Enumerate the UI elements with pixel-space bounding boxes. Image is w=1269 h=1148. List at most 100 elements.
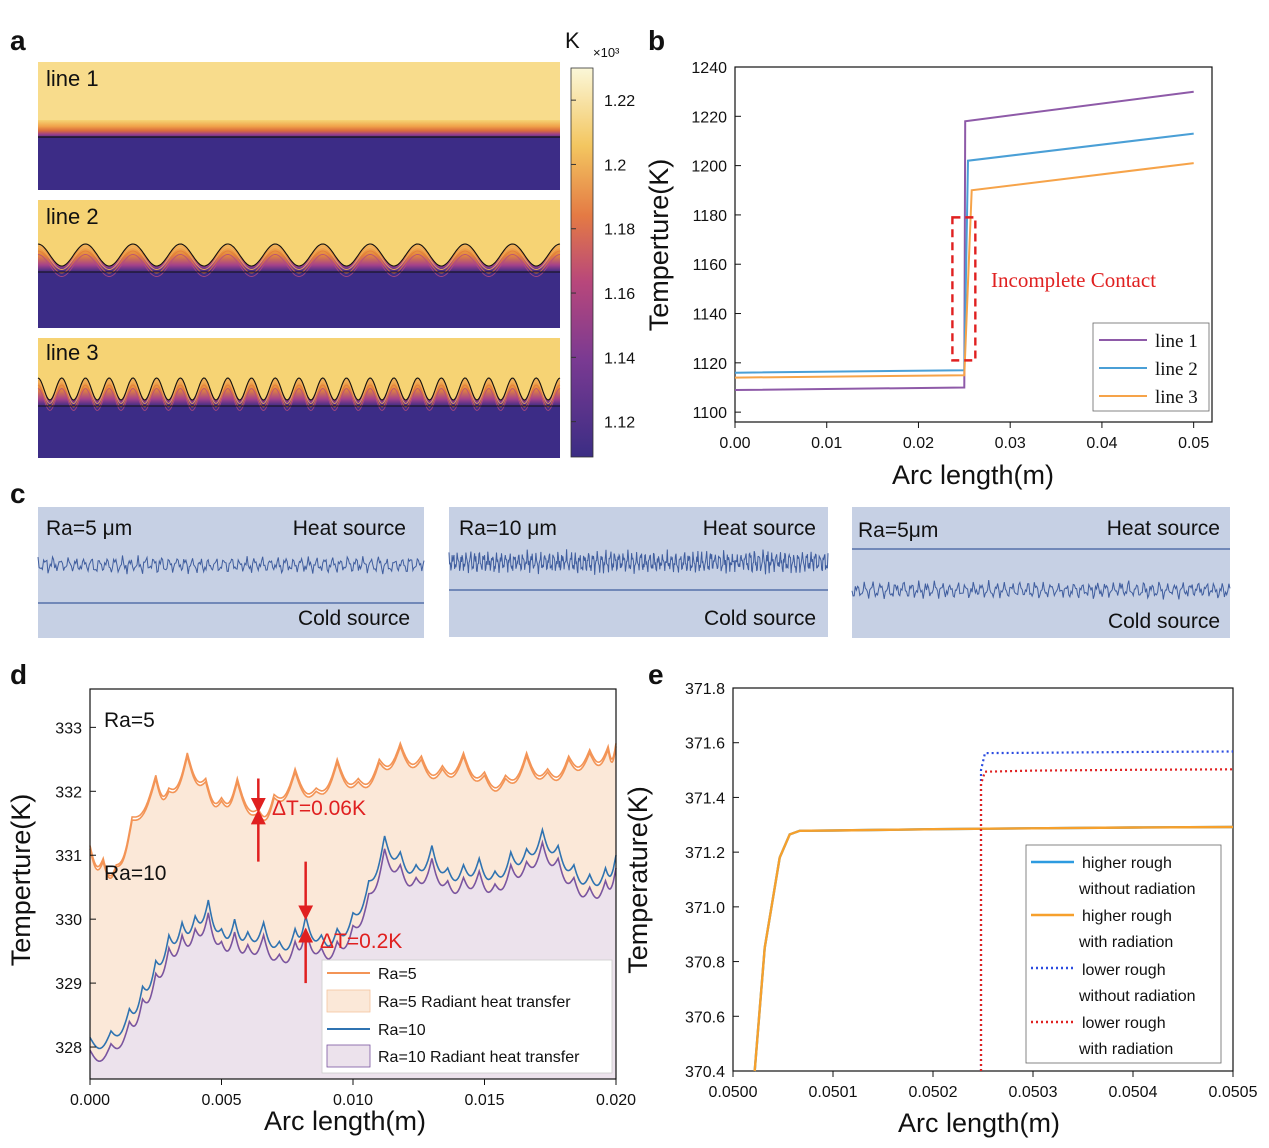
- colorbar-gradient: [570, 67, 594, 458]
- wave-contour: [37, 250, 561, 274]
- y-tick-label: 371.4: [685, 790, 725, 807]
- legend-label-higher-with-2: with radiation: [1078, 934, 1173, 951]
- legend-label-higher-without-1: higher rough: [1082, 855, 1172, 872]
- strip-2-cold-region: [38, 272, 560, 328]
- legend-label-lower-without-2: without radiation: [1078, 988, 1196, 1005]
- panel-d-dt-2: ΔT=0.2K: [320, 930, 402, 953]
- strip-1-label: line 1: [46, 66, 99, 91]
- y-tick-label: 371.2: [685, 845, 725, 862]
- strip-2-label: line 2: [46, 204, 99, 229]
- y-tick-label: 1180: [693, 208, 728, 225]
- legend-label-ra5: Ra=5: [378, 966, 417, 983]
- panel-e-xlabel: Arc length(m): [898, 1108, 1060, 1138]
- y-tick-label: 330: [55, 912, 82, 929]
- colorbar-tick-label: 1.16: [604, 286, 635, 303]
- roughness-line: [448, 549, 829, 575]
- legend-label-lower-without-1: lower rough: [1082, 962, 1166, 979]
- y-tick-label: 1120: [693, 356, 728, 373]
- y-tick-label: 1220: [691, 109, 727, 126]
- legend-label-line-1: line 1: [1155, 331, 1198, 352]
- panel-b-letter: b: [648, 25, 665, 56]
- roughness-box-2-ra: Ra=10 μm: [459, 517, 557, 540]
- roughness-box-2-heat: Heat source: [703, 517, 816, 540]
- line-higher-with-radiation: [753, 825, 1234, 1072]
- panel-d-ticks: 0.000 0.005 0.010 0.015 0.020 328 329 330 331 332…: [55, 720, 636, 1109]
- strip-1-interface: [38, 120, 560, 138]
- wave-outline: [37, 377, 561, 401]
- x-tick-label: 0.00: [719, 435, 750, 452]
- colorbar-tick-label: 1.2: [604, 157, 626, 174]
- line-ra5: [89, 740, 617, 877]
- strip-3-wavy-interface: [37, 377, 561, 412]
- panel-e-letter: e: [648, 659, 664, 690]
- roughness-box-1-ra: Ra=5 μm: [46, 517, 132, 540]
- y-tick-label: 329: [55, 976, 82, 993]
- y-tick-label: 1200: [691, 159, 727, 176]
- panel-b-ylabel: Temperture(K): [644, 159, 674, 332]
- x-tick-label: 0.01: [811, 435, 842, 452]
- panel-e-legend-box: [1025, 844, 1222, 1064]
- wave-contour: [37, 254, 561, 277]
- x-tick-label: 0.0501: [809, 1084, 858, 1101]
- panel-d-ylabel: Temperture(K): [6, 794, 36, 967]
- roughness-box-3-ra: Ra=5μm: [858, 519, 938, 542]
- colorbar: K ×10³ 1.22 1.2 1.18 1.16 1.14 1.12: [565, 28, 635, 458]
- panel-b-ticks: 0.00 0.01 0.02 0.03 0.04 0.05 1100 1120 1140 1160…: [691, 60, 1209, 452]
- y-tick-label: 1100: [693, 405, 728, 422]
- colorbar-ticks: 1.22 1.2 1.18 1.16 1.14 1.12: [571, 93, 635, 432]
- y-tick-label: 1160: [693, 257, 728, 274]
- roughness-box-1-background: [38, 507, 424, 638]
- wave-contour: [37, 380, 561, 405]
- panel-d-legend: Ra=5 Ra=5 Radiant heat transfer Ra=10 Ra…: [321, 959, 613, 1074]
- incomplete-contact-label: Incomplete Contact: [991, 268, 1156, 292]
- panel-e-plot-frame: [732, 687, 1234, 1072]
- x-tick-label: 0.000: [70, 1092, 110, 1109]
- panel-c-letter: c: [10, 478, 26, 509]
- y-tick-label: 332: [55, 784, 82, 801]
- colorbar-tick-label: 1.12: [604, 415, 635, 432]
- series-line-2: [734, 132, 1194, 374]
- panel-d-letter: d: [10, 659, 27, 690]
- y-tick-label: 1240: [691, 60, 727, 77]
- y-tick-label: 328: [55, 1040, 82, 1057]
- panel-d: d 0.000 0.005 0.010 0.015 0.020 328 329 330 331 3…: [6, 659, 636, 1136]
- panel-e-series: [753, 750, 1234, 1072]
- panel-d-ra5-label: Ra=5: [104, 709, 155, 732]
- y-tick-label: 370.6: [685, 1009, 725, 1026]
- panel-b: b 0.00 0.01 0.02 0.03 0.04 0.05 1100 1120 1140 11…: [644, 25, 1213, 490]
- line-ra5-radiant: [89, 744, 617, 880]
- panel-d-xlabel: Arc length(m): [264, 1106, 426, 1136]
- roughness-profile-1: [37, 555, 425, 575]
- colorbar-tick-label: 1.22: [604, 93, 635, 110]
- legend-label-higher-without-2: without radiation: [1078, 881, 1196, 898]
- wave-contour: [37, 387, 561, 412]
- x-tick-label: 0.010: [333, 1092, 373, 1109]
- roughness-box-1-heat: Heat source: [293, 517, 406, 540]
- legend-swatch-ra10-radiant: [326, 1044, 371, 1068]
- colorbar-unit: K: [565, 28, 580, 53]
- strip-3-cold-region: [38, 406, 560, 458]
- roughness-box-3-background: [852, 507, 1230, 638]
- panel-c: c Ra=5 μm Heat source Cold source Ra=10 …: [10, 478, 1231, 638]
- roughness-profile-2: [448, 549, 829, 575]
- x-tick-label: 0.020: [596, 1092, 636, 1109]
- series-line-3: [734, 162, 1194, 379]
- panel-b-xlabel: Arc length(m): [892, 460, 1054, 490]
- legend-label-ra10: Ra=10: [378, 1022, 426, 1039]
- panel-a-letter: a: [10, 25, 26, 56]
- strip-line-3: line 3: [37, 338, 561, 458]
- colorbar-tick-label: 1.14: [604, 350, 635, 367]
- x-tick-label: 0.04: [1086, 435, 1117, 452]
- x-tick-label: 0.05: [1178, 435, 1209, 452]
- x-tick-label: 0.03: [995, 435, 1026, 452]
- panel-a: a line 1 line 2 line 3 K ×10³: [10, 25, 635, 458]
- roughness-box-2-cold: Cold source: [704, 607, 816, 630]
- strip-1-hot-region: [38, 62, 560, 124]
- x-tick-label: 0.015: [464, 1092, 504, 1109]
- legend-label-lower-with-2: with radiation: [1078, 1041, 1173, 1058]
- y-tick-label: 371.8: [685, 681, 725, 698]
- x-tick-label: 0.0500: [709, 1084, 758, 1101]
- legend-label-lower-with-1: lower rough: [1082, 1015, 1166, 1032]
- wave-contour: [37, 247, 561, 270]
- panel-b-plot-frame: [734, 66, 1213, 423]
